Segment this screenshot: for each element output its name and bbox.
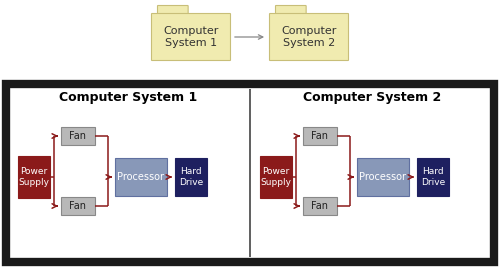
Bar	[18, 156, 50, 198]
Text: Fan: Fan	[312, 201, 328, 211]
Text: Hard
Drive: Hard Drive	[179, 167, 203, 187]
Text: Hard
Drive: Hard Drive	[421, 167, 445, 187]
Bar	[357, 158, 409, 196]
Text: Power
Supply: Power Supply	[18, 167, 50, 187]
Text: Processor: Processor	[360, 172, 406, 182]
Bar	[175, 158, 207, 196]
Text: Computer
System 1: Computer System 1	[164, 26, 218, 48]
FancyBboxPatch shape	[270, 14, 348, 61]
Text: Power
Supply: Power Supply	[260, 167, 292, 187]
Bar	[61, 197, 95, 215]
Text: Computer System 2: Computer System 2	[303, 92, 441, 104]
Bar	[61, 127, 95, 145]
Text: Computer System 1: Computer System 1	[59, 92, 197, 104]
Bar	[260, 156, 292, 198]
Text: Fan: Fan	[312, 131, 328, 141]
Text: Processor: Processor	[118, 172, 164, 182]
FancyBboxPatch shape	[276, 6, 306, 15]
Text: Computer
System 2: Computer System 2	[282, 26, 337, 48]
Bar	[6, 84, 494, 262]
Bar	[303, 197, 337, 215]
Bar	[303, 127, 337, 145]
Text: Fan: Fan	[70, 201, 86, 211]
Bar	[417, 158, 449, 196]
Text: Fan: Fan	[70, 131, 86, 141]
Bar	[115, 158, 167, 196]
FancyBboxPatch shape	[152, 14, 230, 61]
FancyBboxPatch shape	[158, 6, 188, 15]
